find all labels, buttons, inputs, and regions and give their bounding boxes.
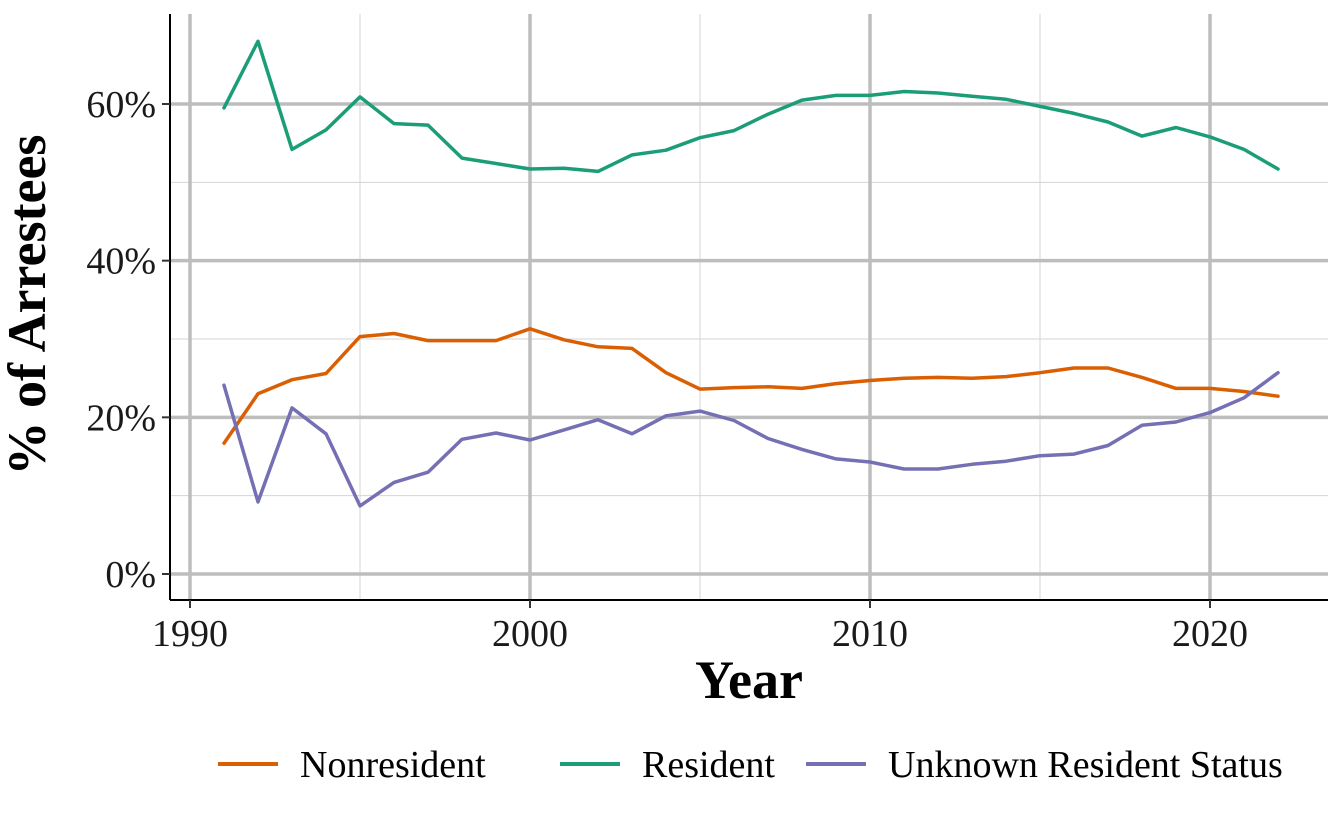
y-ticks: 0% 20% 40% 60% — [86, 84, 170, 596]
series-line-nonresident — [222, 327, 1280, 445]
x-tick-label: 2000 — [492, 613, 568, 655]
y-tick-label: 20% — [86, 397, 156, 439]
series-line-unknown-resident-status — [222, 370, 1280, 508]
y-tick-label: 0% — [105, 554, 156, 596]
y-tick-label: 40% — [86, 241, 156, 283]
legend-label-resident: Resident — [642, 744, 775, 786]
x-tick-label: 2010 — [832, 613, 908, 655]
series-line-resident — [222, 39, 1280, 174]
x-axis-title: Year — [695, 650, 803, 710]
y-tick-label: 60% — [86, 84, 156, 126]
legend-label-nonresident: Nonresident — [300, 744, 486, 786]
series-lines — [222, 39, 1280, 508]
y-axis-title: % of Arrestees — [0, 135, 57, 476]
legend: Nonresident Resident Unknown Resident Stat… — [218, 744, 1283, 786]
axes — [169, 14, 1328, 601]
x-tick-label: 1990 — [152, 613, 228, 655]
grid-lines — [170, 14, 1328, 600]
x-ticks: 1990 2000 2010 2020 — [152, 600, 1248, 655]
legend-label-unknown-resident-status: Unknown Resident Status — [888, 744, 1283, 786]
x-tick-label: 2020 — [1172, 613, 1248, 655]
